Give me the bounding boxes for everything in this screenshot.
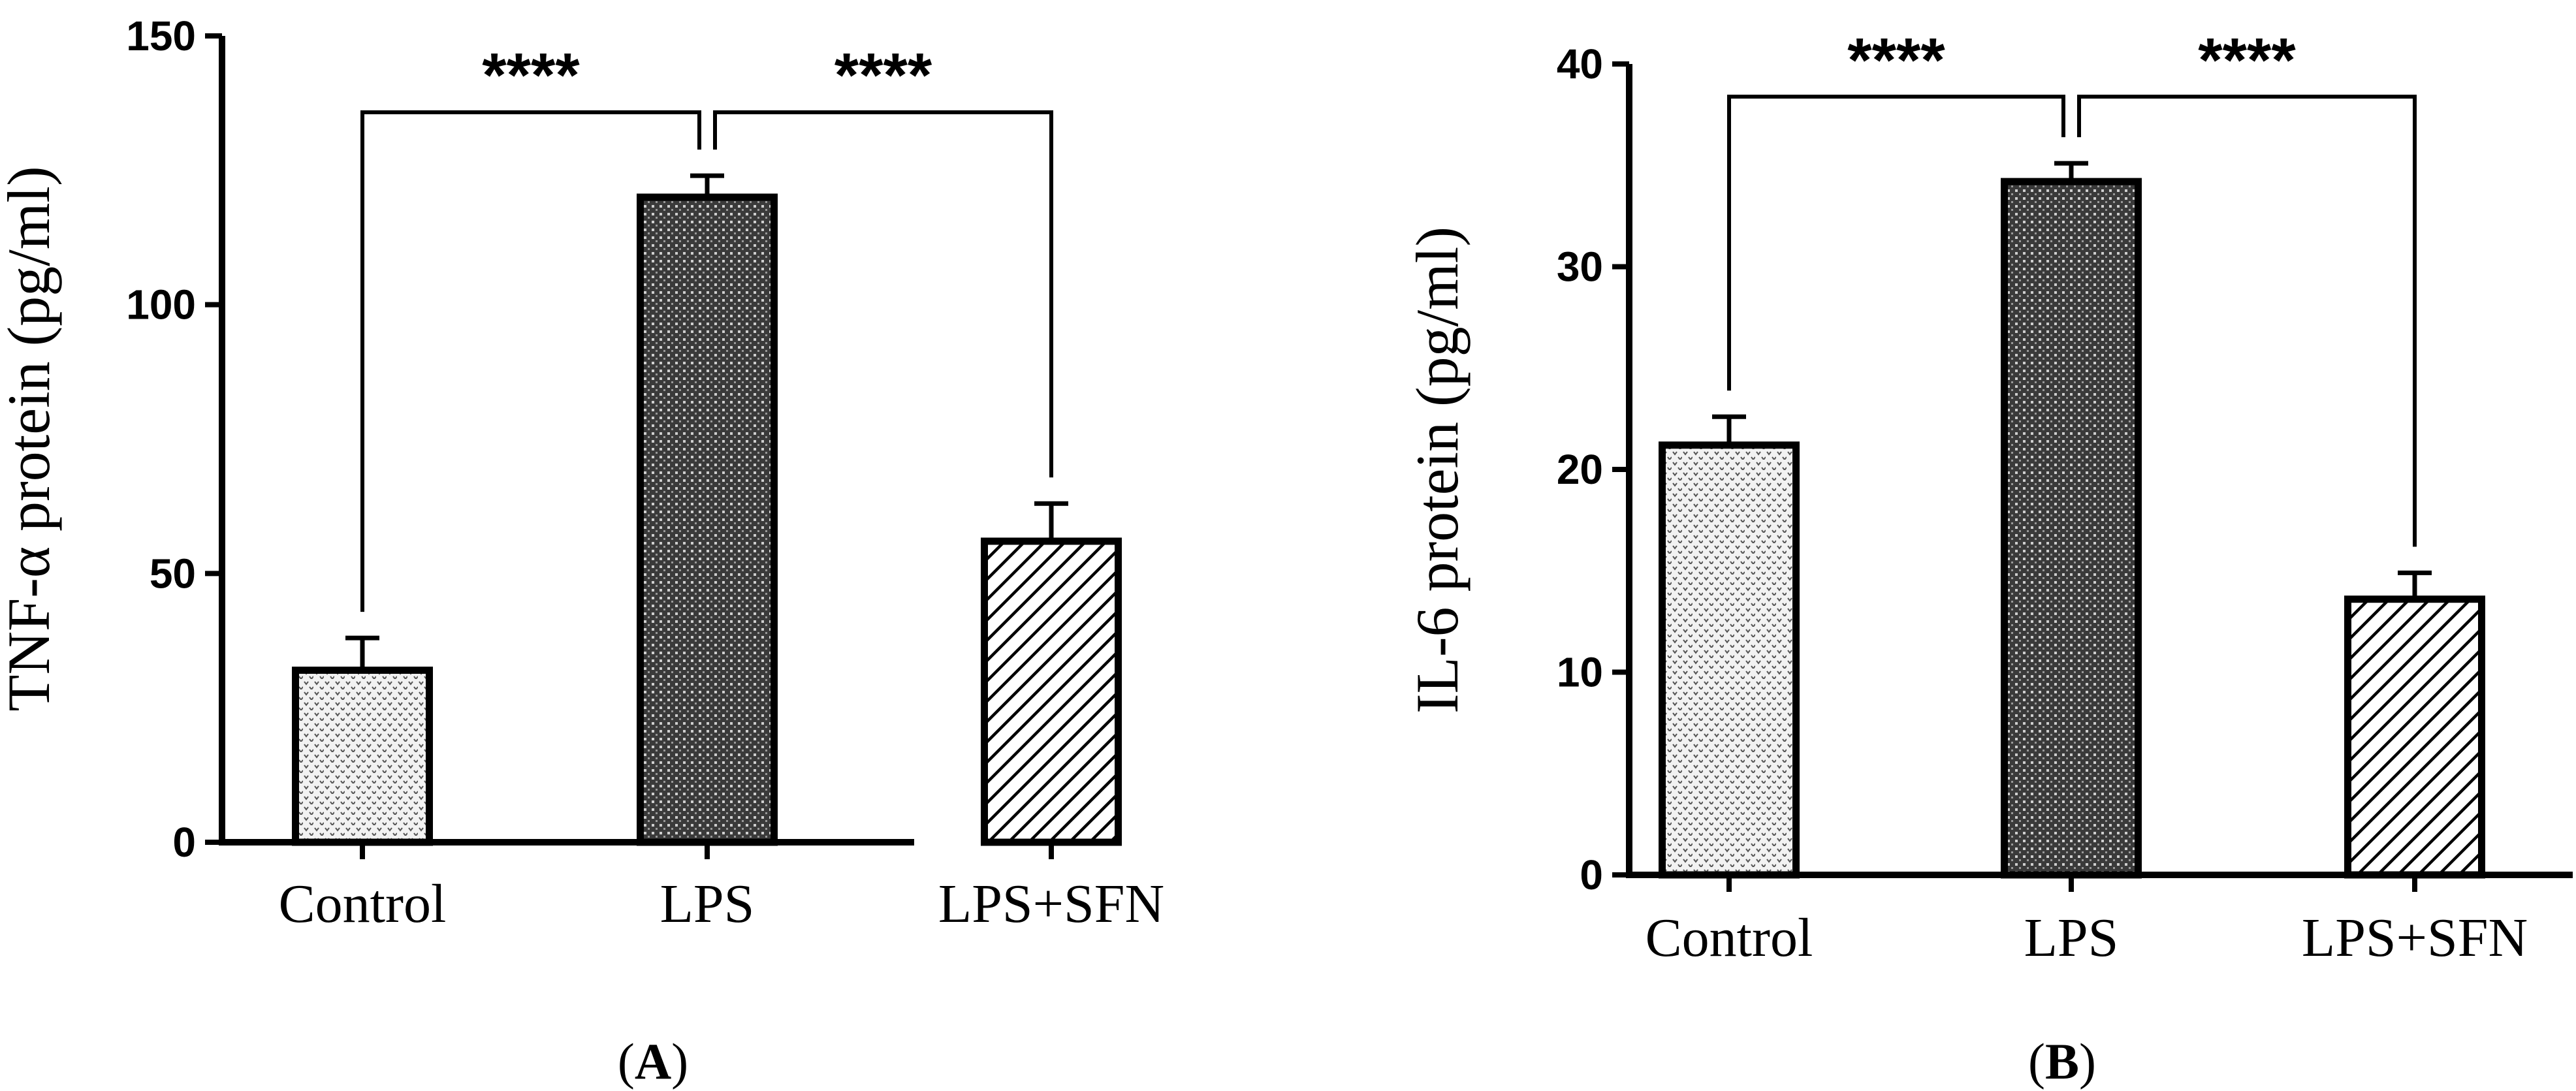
panel-b: 0 10 20 30 40 IL-6 protein (pg/ml) Control LPS L…	[1404, 25, 2573, 968]
significance-bracket	[360, 110, 701, 612]
x-tick-label: Control	[1646, 908, 1813, 968]
x-tick-label: LPS	[2024, 908, 2119, 968]
bar-control	[1659, 441, 1800, 879]
y-tick-label: 0	[172, 819, 196, 866]
significance-bracket	[2077, 95, 2417, 547]
panel-a: 0 50 100 150 TNF-α protein (pg/ml) Control LPS…	[0, 12, 1164, 934]
significance-label: ****	[2198, 25, 2296, 95]
y-tick-label: 20	[1557, 446, 1603, 493]
y-tick-label: 30	[1557, 244, 1603, 291]
bar-control	[292, 667, 433, 846]
significance-label: ****	[835, 40, 932, 110]
bar-lps-sfn	[2344, 595, 2485, 879]
panel-label-a: (A)	[618, 1033, 688, 1090]
y-axis-title: IL-6 protein (pg/ml)	[1404, 227, 1471, 714]
significance-bracket	[713, 110, 1053, 478]
y-axis-title: TNF-α protein (pg/ml)	[0, 166, 62, 711]
bar-lps	[637, 193, 778, 846]
y-tick-label: 100	[126, 281, 196, 328]
x-tick-label: LPS	[660, 874, 755, 934]
x-tick-label: LPS+SFN	[2302, 908, 2528, 968]
y-tick-label: 10	[1557, 649, 1603, 696]
x-tick-label: Control	[279, 874, 447, 934]
y-tick-label: 0	[1580, 851, 1603, 898]
bar-lps-sfn	[981, 537, 1122, 846]
panel-label-b: (B)	[2028, 1033, 2096, 1090]
significance-bracket	[1727, 95, 2065, 391]
y-tick-label: 150	[126, 12, 196, 59]
y-tick-label: 40	[1557, 40, 1603, 87]
significance-label: ****	[482, 40, 580, 110]
x-tick-label: LPS+SFN	[938, 874, 1164, 934]
significance-label: ****	[1847, 25, 1945, 95]
y-tick-label: 50	[150, 550, 196, 597]
bar-lps	[2001, 178, 2142, 879]
